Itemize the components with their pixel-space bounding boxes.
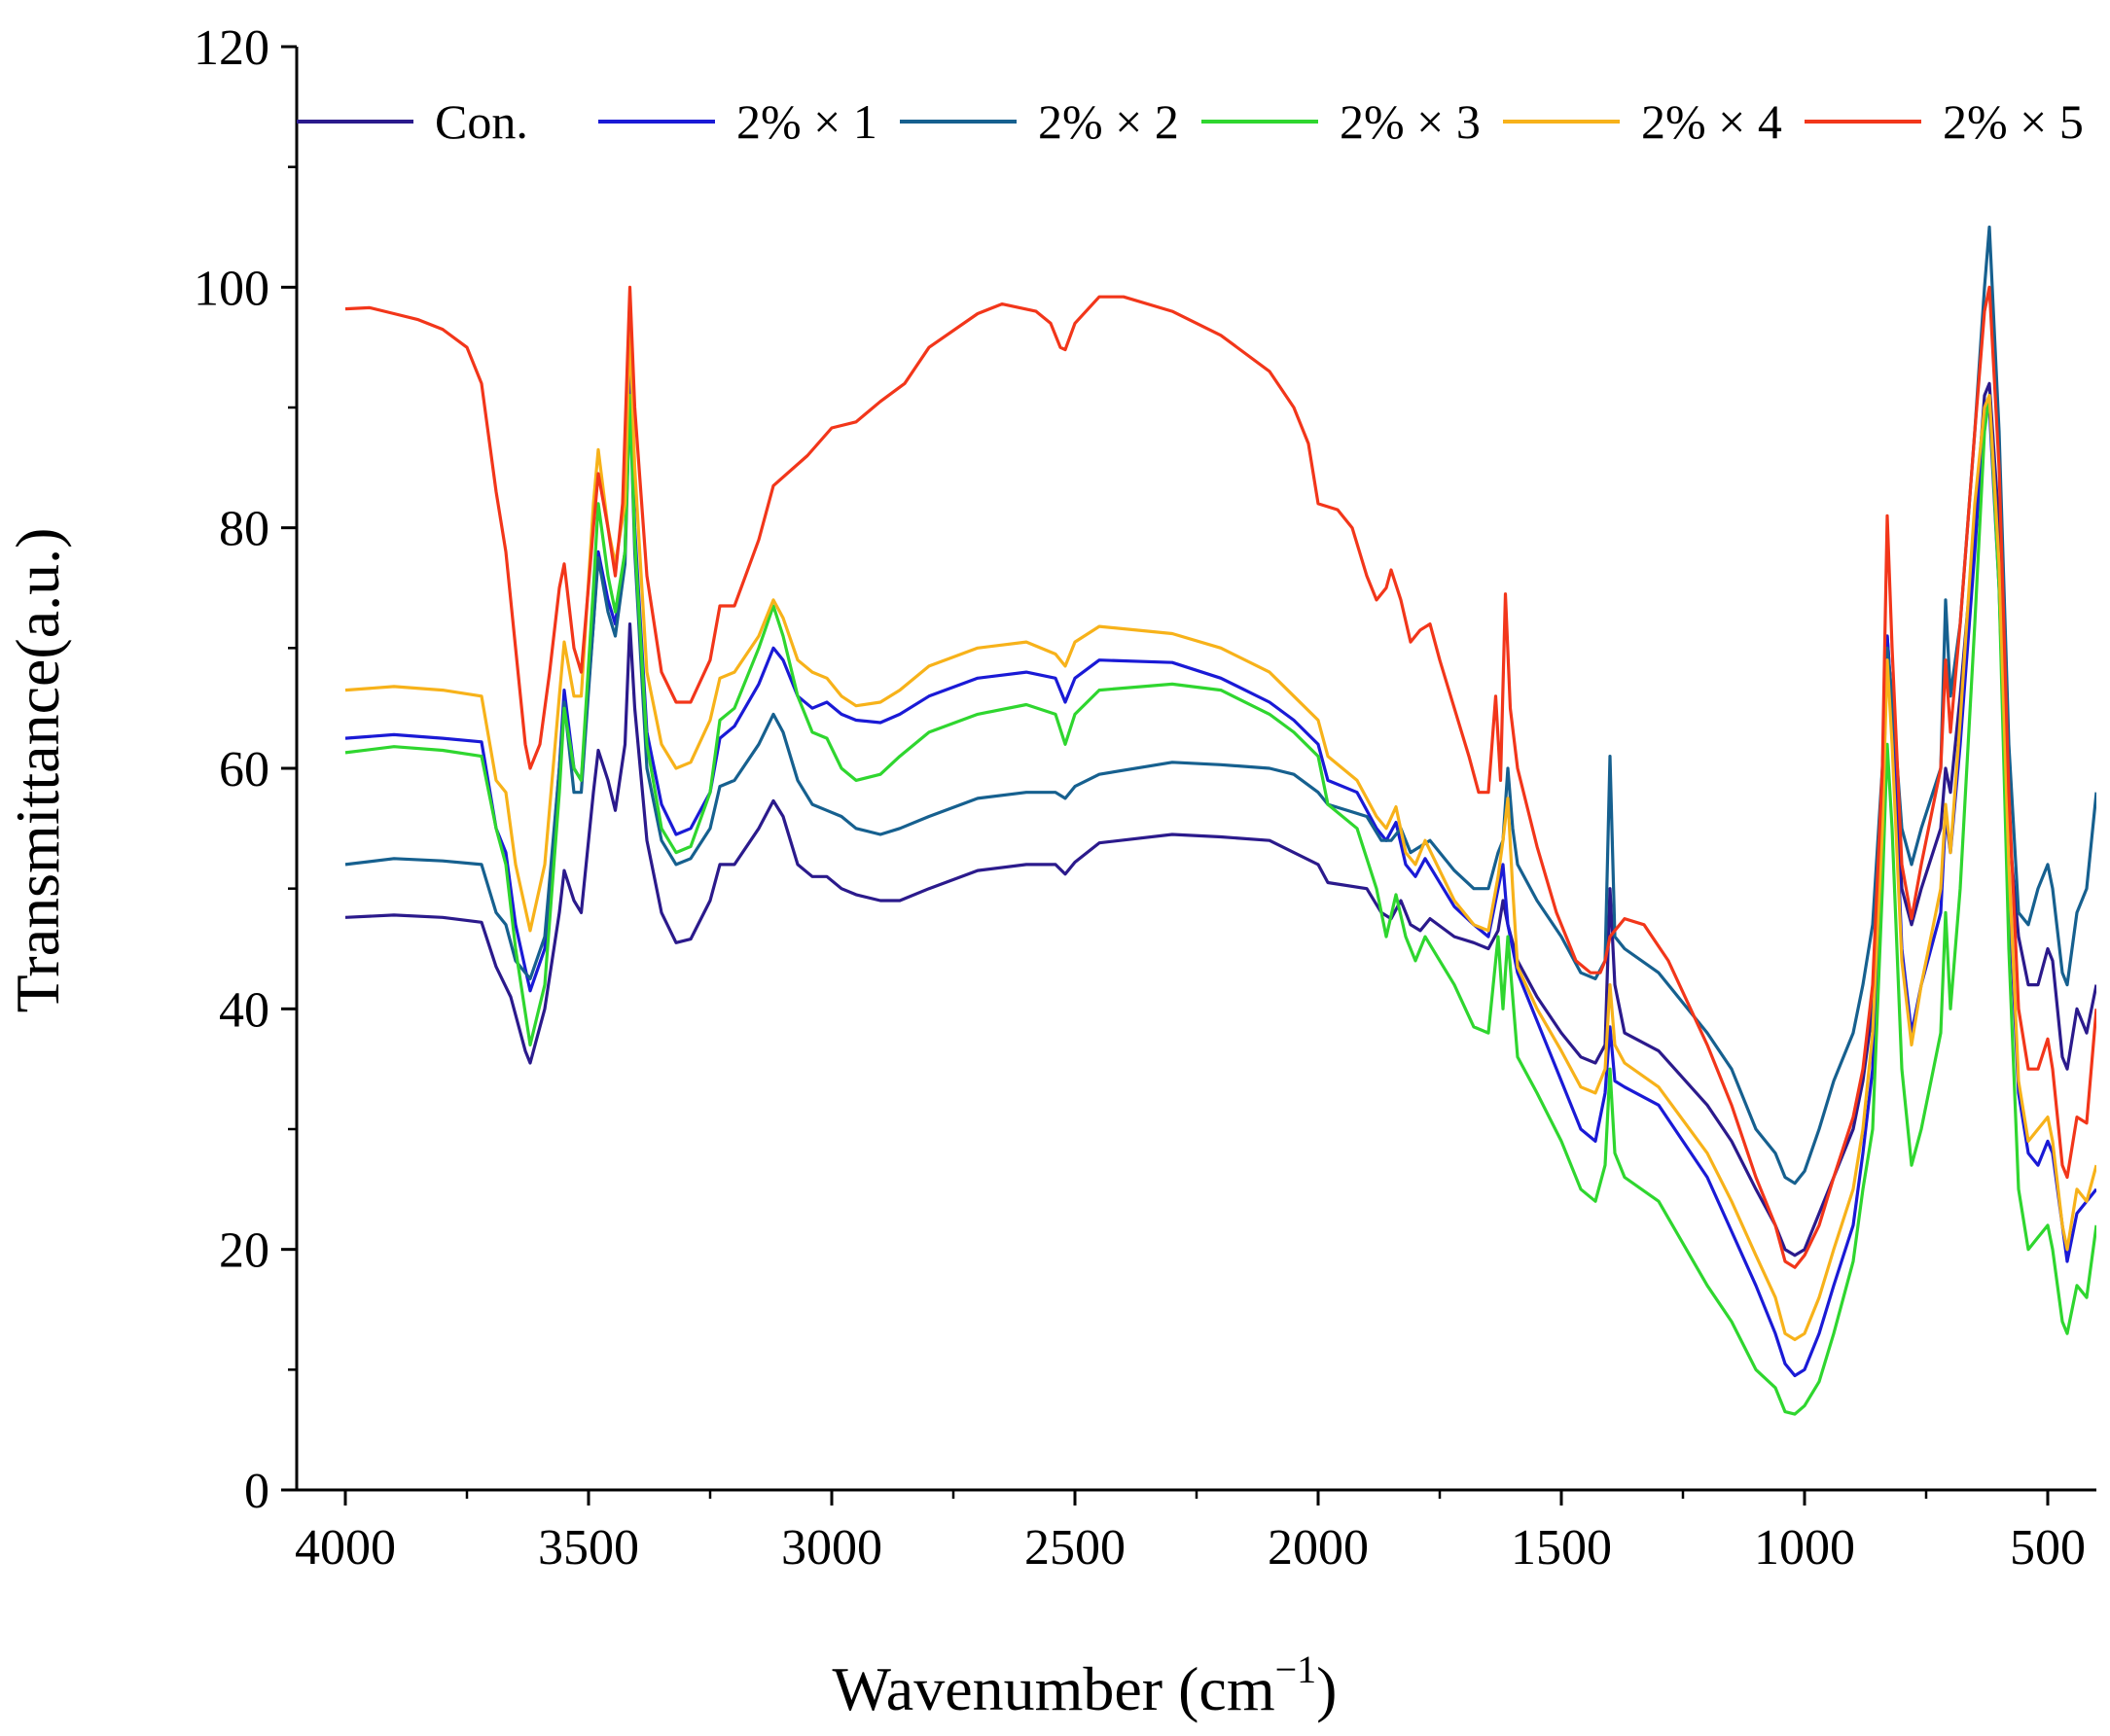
series-line-1 [344,381,2096,1258]
legend-label-6: 2% × 5 [1943,94,2084,149]
legend-label-5: 2% × 4 [1641,94,1782,149]
series-line-4 [344,394,2096,1416]
x-tick-label: 1000 [1754,1520,1855,1576]
y-tick-label: 120 [194,20,269,76]
y-tick-label: 40 [219,982,269,1038]
axes-layer: 0 20 40 60 80 100 120 4000 3500 3000 2500 2000 1500 1… [194,20,2096,1576]
series-line-3 [344,225,2096,1186]
x-tick-label: 1500 [1511,1520,1612,1576]
x-tick-label: 2500 [1024,1520,1126,1576]
x-tick-label: 3000 [781,1520,882,1576]
y-tick-label: 100 [194,261,269,316]
y-tick-label: 0 [244,1464,269,1519]
x-tick-label: 2000 [1268,1520,1369,1576]
x-tick-label: 500 [2010,1520,2086,1576]
y-tick-label: 20 [219,1223,269,1279]
x-axis-title-main: Wavenumber (cm [833,1654,1275,1723]
y-tick-label: 80 [219,502,269,557]
y-axis-title: Transmittance(a.u.) [3,528,72,1013]
legend-label-2: 2% × 1 [736,94,877,149]
series-line-6 [344,285,2096,1269]
x-axis-title-close: ) [1316,1654,1337,1723]
series-line-5 [344,321,2096,1341]
legend-label-3: 2% × 2 [1038,94,1179,149]
legend-label-1: Con. [435,94,528,149]
x-tick-label: 4000 [295,1520,396,1576]
x-axis-title-superscript: −1 [1275,1647,1317,1691]
legend: Con. 2% × 1 2% × 2 2% × 3 2% × 4 2% × 5 [297,94,2084,149]
y-tick-label: 60 [219,742,269,797]
x-axis-title: Wavenumber (cm−1) [833,1647,1338,1723]
x-tick-label: 3500 [538,1520,639,1576]
series-layer [344,225,2096,1416]
legend-label-4: 2% × 3 [1340,94,1481,149]
